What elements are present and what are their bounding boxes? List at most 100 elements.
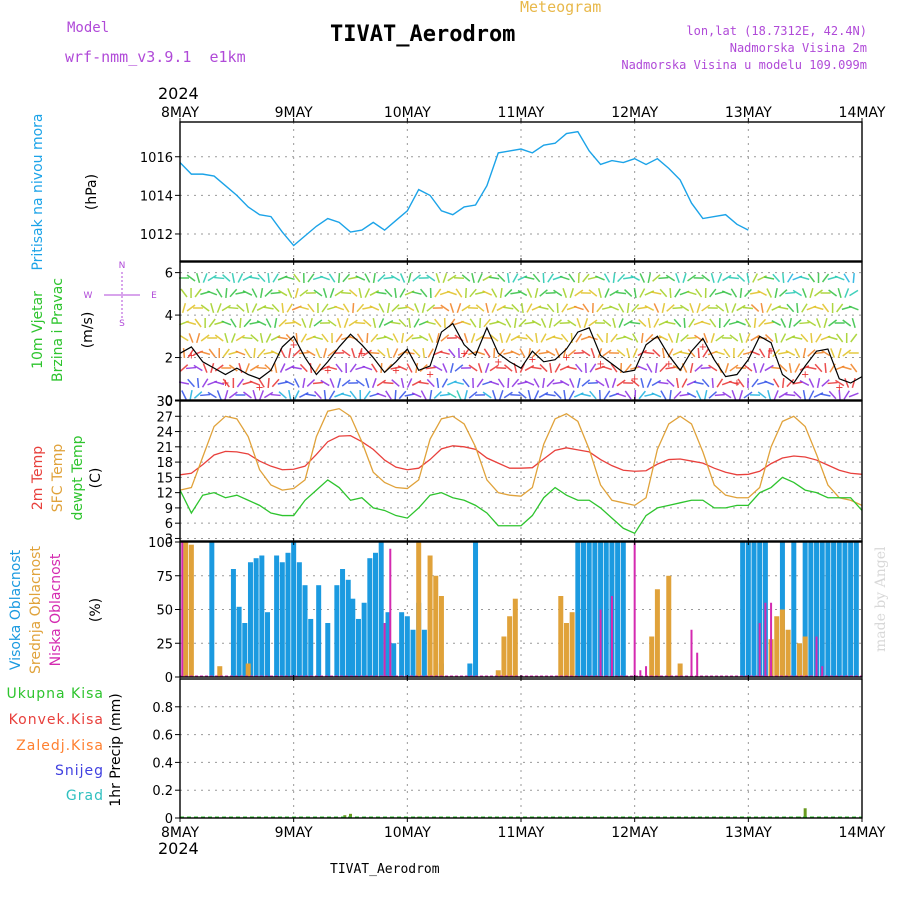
wind-arrow [256,305,267,311]
wind-arrow [236,378,245,388]
wind-arrow [659,288,668,298]
wind-arrow [701,378,710,388]
wind-arrow [336,317,342,329]
cloud-bar-high [586,542,592,677]
wind-arrow [503,391,513,399]
wind-arrow [214,276,225,280]
wind-arrow [342,273,350,283]
wind-arrow [362,306,373,310]
wind-arrow [651,291,662,295]
wind-arrow [228,306,239,310]
cloud-bar-high [404,616,410,677]
wind-arrow [589,390,597,400]
wind-arrow [596,333,604,343]
wind-arrow [328,390,336,400]
panel-frame [179,261,863,401]
wind-arrow [737,348,745,358]
wind-arrow [477,363,483,373]
wind-arrow [463,333,469,343]
wind-arrow [376,379,387,387]
wind-arrow [717,273,723,283]
wind-arrow [270,291,281,295]
wind-arrow [724,302,729,314]
wind-arrow [435,273,441,283]
wind-arrow [580,393,591,397]
wind-arrow [497,273,506,283]
wind-arrow [355,275,366,281]
wind-arrow [679,304,690,312]
wind-arrow [794,363,801,373]
wind-arrow [475,304,485,312]
wind-arrow [542,272,545,284]
wind-gust-mark: + [358,348,366,359]
wind-arrow [479,317,482,329]
wind-arrow [774,287,778,299]
wind-arrow [187,348,195,358]
cloud-bar-mid [507,616,513,677]
wind-arrow [287,288,293,298]
wind-arrow [771,320,781,326]
wind-arrow [810,332,813,344]
wind-arrow [372,272,376,284]
wind-arrow [830,348,836,358]
wind-arrow [730,288,738,298]
wind-arrow [384,288,393,298]
wind-arrow [610,333,618,343]
wind-arrow [278,391,287,399]
wind-arrow [609,289,619,297]
wind-arrow [200,334,210,342]
cloud-bar-high [819,542,825,677]
wind-arrow [652,274,661,282]
wind-arrow [178,381,190,385]
wind-arrow [249,321,260,325]
wind-arrow [827,381,838,385]
wind-arrow [277,381,288,385]
wind-arrow [448,348,456,358]
wind-arrow [510,350,521,356]
wind-arrow [545,393,556,397]
wind-arrow [751,378,759,388]
wind-arrow [250,334,259,342]
wind-arrow [364,273,371,283]
wind-arrow [644,351,655,355]
wind-gust-mark: + [528,355,536,366]
cloud-bar-mid [427,555,433,677]
wind-arrow [337,377,342,389]
wind-arrow [422,347,426,359]
wind-arrow [468,391,478,399]
wind-arrow [447,274,457,282]
wind-arrow [449,362,454,374]
wind-arrow [708,364,718,372]
wind-arrow [462,348,470,358]
wind-arrow [327,319,337,327]
pressure-line [179,130,749,247]
wind-arrow [236,304,245,312]
wind-arrow [738,389,744,401]
wind-arrow [767,389,772,401]
wind-arrow [598,389,601,401]
wind-arrow [582,273,590,283]
cloud-bar-mid [677,663,683,677]
wind-arrow [604,378,610,388]
wind-arrow [587,381,598,385]
wind-arrow [561,303,569,313]
wind-arrow [504,288,513,298]
wind-arrow [228,391,238,399]
wind-arrow [721,290,732,296]
wind-arrow [221,320,232,326]
cloud-bar-high [740,542,746,677]
wind-arrow [779,364,788,372]
wind-arrow [595,379,605,387]
cloud-bar-high [836,542,842,677]
wind-arrow [786,378,795,388]
ytick-label: 25 [156,637,173,652]
wind-arrow [196,332,201,344]
day-label-top: 13MAY [725,105,772,121]
ytick-label: 1016 [140,151,173,166]
wind-arrow [774,332,778,344]
wind-arrow [553,289,563,297]
wind-arrow [559,321,570,325]
cloud-bar-low [758,623,761,677]
wind-arrow [320,379,330,387]
wind-arrow [700,366,711,370]
